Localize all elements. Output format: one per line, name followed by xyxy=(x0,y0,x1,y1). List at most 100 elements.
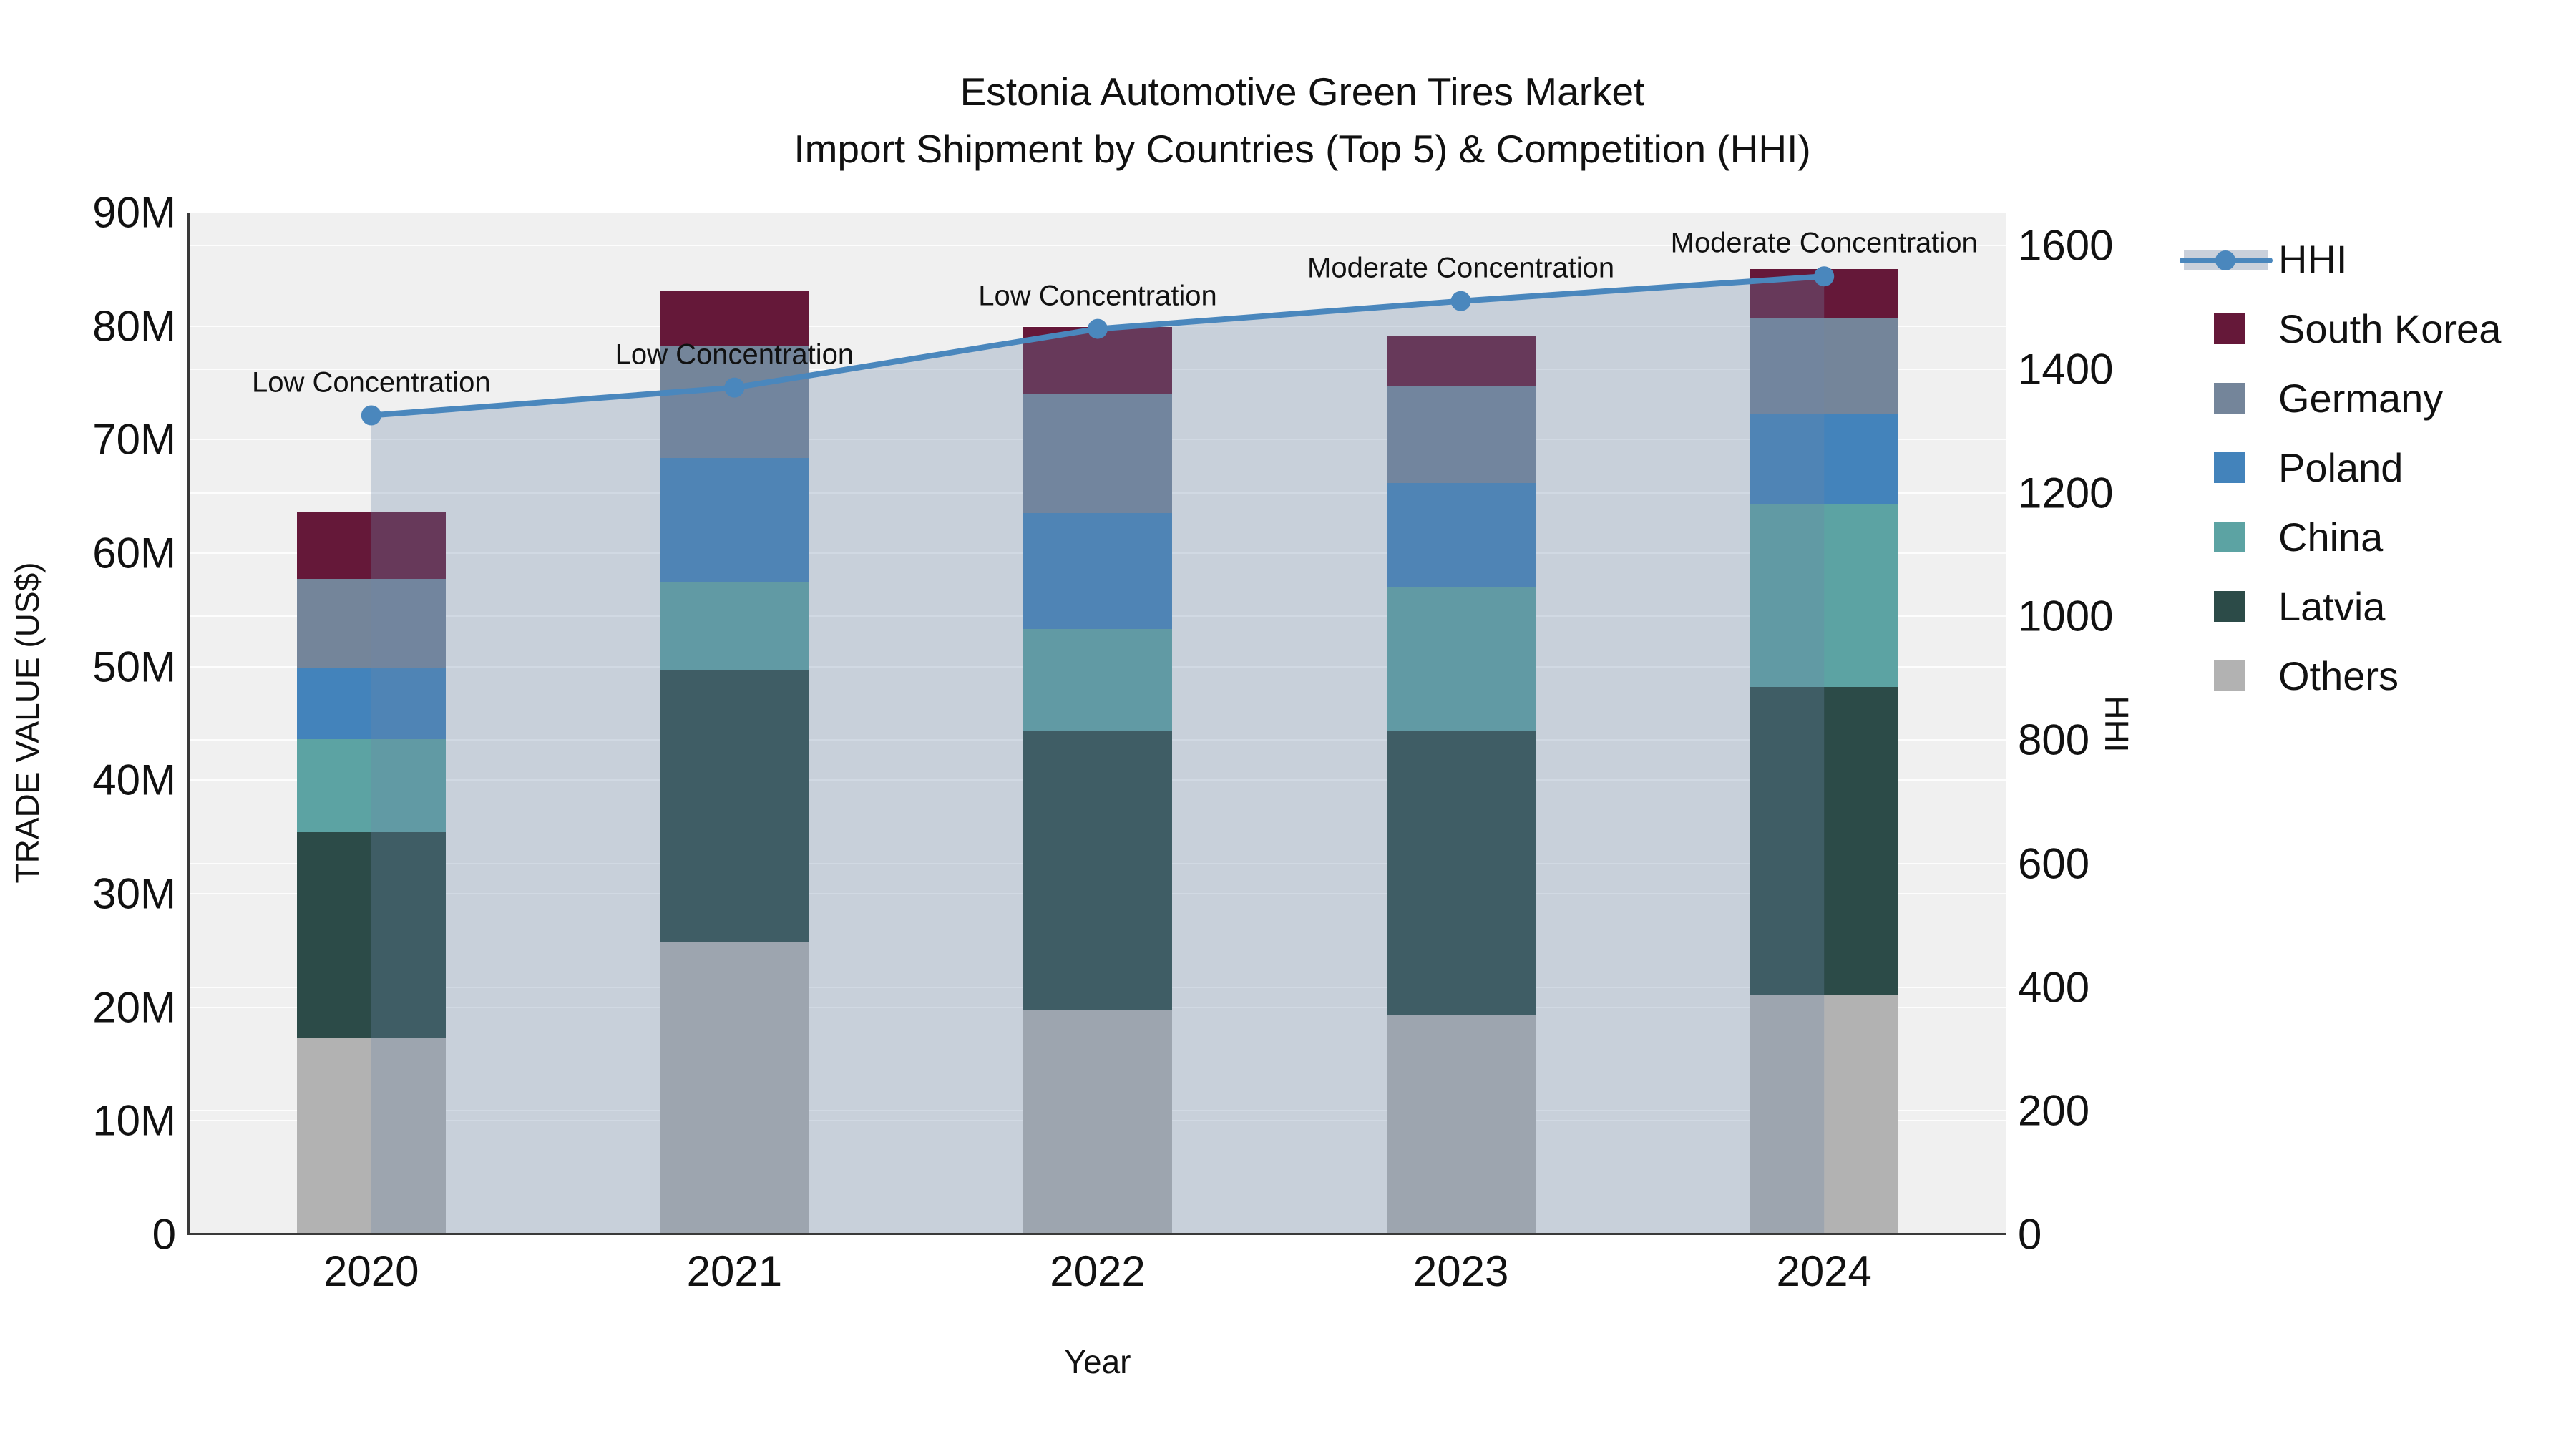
right-axis-tick-label: 1600 xyxy=(2018,221,2114,270)
x-axis-title: Year xyxy=(1064,1343,1131,1380)
legend-label: South Korea xyxy=(2278,306,2502,351)
gridline-left-axis xyxy=(190,212,2006,213)
hhi-marker xyxy=(361,405,381,426)
legend-color-swatch-box xyxy=(2175,433,2271,502)
chart-subtitle: Import Shipment by Countries (Top 5) & C… xyxy=(794,127,1811,171)
hhi-line-legend-glyph xyxy=(2175,225,2273,294)
right-axis-tick-label: 800 xyxy=(2018,716,2090,764)
bar-segment-poland xyxy=(1386,482,1536,587)
chart-title-block: Estonia Automotive Green Tires Market Im… xyxy=(0,63,2576,177)
bar-segment-poland xyxy=(1023,513,1172,630)
chart-title: Estonia Automotive Green Tires Market xyxy=(960,69,1645,114)
hhi-annotation: Moderate Concentration xyxy=(1670,227,1978,259)
hhi-marker xyxy=(1814,266,1835,287)
right-axis-tick-label: 600 xyxy=(2018,839,2090,888)
legend-item-latvia: Latvia xyxy=(2175,572,2501,641)
bar-segment-latvia xyxy=(1750,687,1899,995)
x-axis-tick-label: 2021 xyxy=(686,1247,783,1295)
bar-segment-china xyxy=(660,581,809,670)
right-axis-title: HHI xyxy=(2098,696,2135,753)
left-axis-tick-label: 80M xyxy=(92,302,176,351)
x-axis-tick-label: 2023 xyxy=(1413,1247,1509,1295)
bar-segment-germany xyxy=(296,579,446,668)
legend-color-swatch xyxy=(2214,383,2245,414)
gridline-right-axis xyxy=(190,245,2006,246)
left-axis-tick-label: 70M xyxy=(92,415,176,464)
legend-label: Latvia xyxy=(2278,584,2386,629)
bottom-axis-spine xyxy=(187,1233,2006,1235)
right-axis-tick-label: 1000 xyxy=(2018,592,2114,640)
right-axis-tick-label: 400 xyxy=(2018,963,2090,1011)
legend-item-hhi: HHI xyxy=(2175,225,2501,294)
x-axis-tick-label: 2024 xyxy=(1776,1247,1872,1295)
left-axis-tick-label: 90M xyxy=(92,188,176,237)
bar-segment-others xyxy=(296,1038,446,1234)
legend-label: HHI xyxy=(2278,237,2348,282)
legend-color-swatch xyxy=(2214,313,2245,344)
left-axis-tick-label: 20M xyxy=(92,983,176,1032)
bar-segment-china xyxy=(296,739,446,833)
hhi-marker xyxy=(1088,318,1108,339)
legend-color-swatch xyxy=(2214,452,2245,483)
legend-item-poland: Poland xyxy=(2175,433,2501,502)
legend-item-china: China xyxy=(2175,502,2501,572)
bar-segment-germany xyxy=(660,346,809,458)
bar-segment-china xyxy=(1023,629,1172,731)
left-axis-tick-label: 0 xyxy=(152,1210,176,1259)
left-axis-tick-label: 10M xyxy=(92,1096,176,1145)
left-axis-tick-label: 50M xyxy=(92,643,176,691)
bar-segment-latvia xyxy=(660,670,809,942)
legend-label: China xyxy=(2278,514,2384,560)
bar-segment-others xyxy=(1023,1009,1172,1234)
legend-label: Others xyxy=(2278,653,2399,698)
bar-segment-germany xyxy=(1023,394,1172,514)
legend-color-swatch-box xyxy=(2175,502,2271,572)
hhi-annotation: Moderate Concentration xyxy=(1307,252,1615,284)
bar-segment-others xyxy=(1386,1015,1536,1234)
bar-segment-poland xyxy=(1750,413,1899,504)
plot-area: Low Concentration Low Concentration Low Co… xyxy=(190,212,2006,1234)
legend-color-swatch-box xyxy=(2175,572,2271,641)
hhi-marker xyxy=(1450,291,1471,311)
left-axis-tick-label: 60M xyxy=(92,529,176,577)
legend-color-swatch xyxy=(2214,660,2245,691)
left-axis-tick-label: 30M xyxy=(92,869,176,918)
legend-color-swatch xyxy=(2214,522,2245,552)
bar-segment-others xyxy=(660,941,809,1234)
bar-segment-south-korea xyxy=(296,512,446,580)
bar-segment-china xyxy=(1750,504,1899,688)
bar-segment-germany xyxy=(1386,386,1536,483)
hhi-marker xyxy=(724,377,745,398)
legend-color-swatch-box xyxy=(2175,294,2271,364)
left-axis-tick-label: 40M xyxy=(92,756,176,804)
left-axis-spine xyxy=(187,213,190,1234)
legend-item-germany: Germany xyxy=(2175,364,2501,433)
legend-color-swatch xyxy=(2214,591,2245,622)
legend-line-marker xyxy=(2215,250,2235,270)
bar-segment-others xyxy=(1750,995,1899,1234)
right-axis-tick-label: 200 xyxy=(2018,1086,2090,1135)
bar-segment-poland xyxy=(660,457,809,582)
x-axis-tick-label: 2022 xyxy=(1050,1247,1146,1295)
right-axis-tick-label: 0 xyxy=(2018,1210,2042,1259)
hhi-area-fill-layer xyxy=(371,276,1825,1234)
left-axis-title: TRADE VALUE (US$) xyxy=(9,562,46,884)
hhi-annotation: Low Concentration xyxy=(615,338,854,371)
bar-segment-latvia xyxy=(1386,731,1536,1015)
legend-item-others: Others xyxy=(2175,641,2501,711)
bar-segment-germany xyxy=(1750,318,1899,414)
hhi-annotation: Low Concentration xyxy=(252,366,491,399)
bar-segment-poland xyxy=(296,668,446,740)
bar-segment-latvia xyxy=(1023,730,1172,1010)
legend-color-swatch-box xyxy=(2175,364,2271,433)
legend-label: Poland xyxy=(2278,445,2404,490)
right-axis-tick-label: 1400 xyxy=(2018,345,2114,394)
legend-item-south-korea: South Korea xyxy=(2175,294,2501,364)
legend-label: Germany xyxy=(2278,376,2444,421)
hhi-annotation: Low Concentration xyxy=(978,280,1217,312)
legend-color-swatch-box xyxy=(2175,641,2271,711)
hhi-line-layer xyxy=(361,266,1835,426)
x-axis-tick-label: 2020 xyxy=(323,1247,419,1295)
bar-segment-latvia xyxy=(296,832,446,1038)
